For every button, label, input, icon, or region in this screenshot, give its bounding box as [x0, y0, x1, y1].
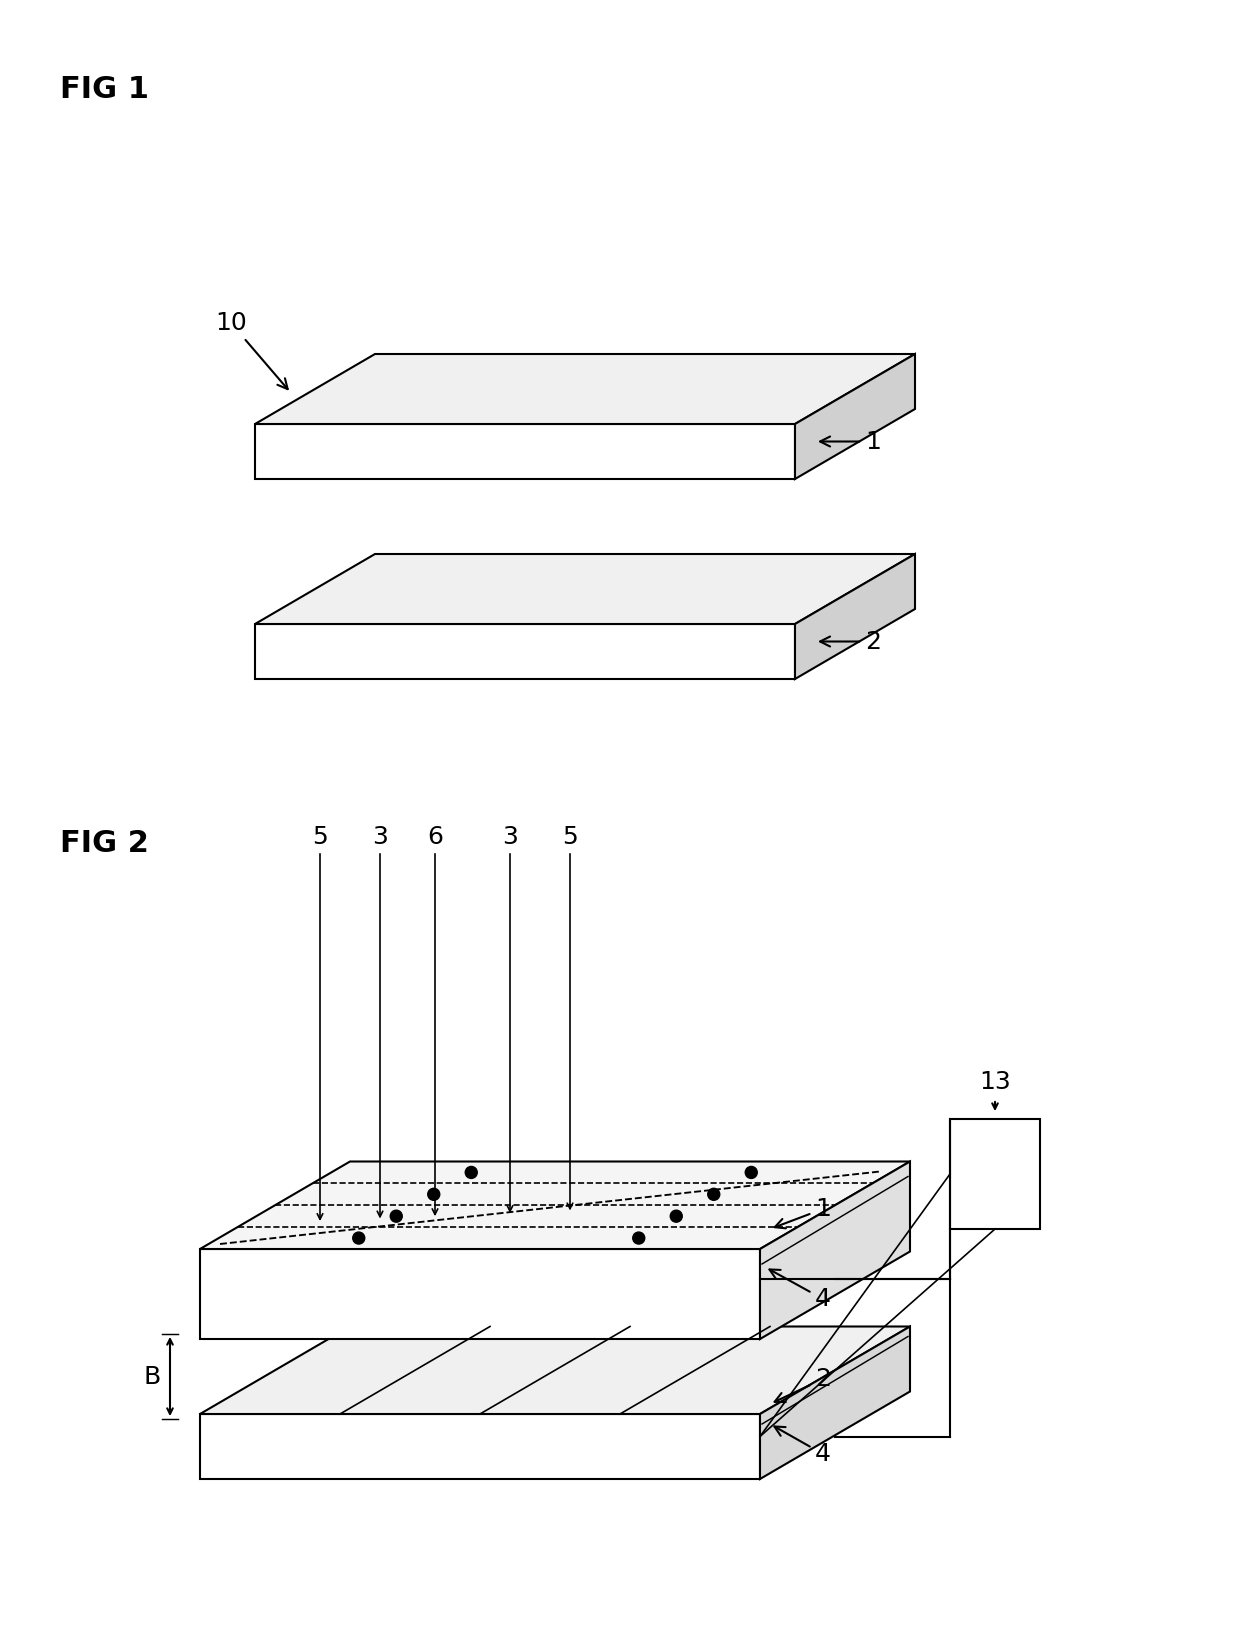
Text: 3: 3: [502, 824, 518, 849]
Text: 4: 4: [775, 1427, 831, 1466]
Polygon shape: [255, 554, 915, 624]
Text: 10: 10: [215, 311, 288, 389]
Text: 13: 13: [980, 1070, 1011, 1095]
Circle shape: [632, 1232, 645, 1245]
Bar: [950, 1119, 1040, 1228]
Circle shape: [428, 1188, 440, 1201]
Circle shape: [708, 1188, 719, 1201]
Text: 2: 2: [820, 629, 880, 653]
Polygon shape: [760, 1161, 910, 1339]
Polygon shape: [795, 554, 915, 679]
Text: FIG 1: FIG 1: [60, 75, 149, 104]
Text: 2: 2: [775, 1367, 831, 1403]
Polygon shape: [795, 353, 915, 479]
Circle shape: [745, 1166, 758, 1178]
Circle shape: [352, 1232, 365, 1245]
Circle shape: [671, 1210, 682, 1222]
Polygon shape: [200, 1161, 910, 1249]
Text: 3: 3: [372, 824, 388, 849]
Text: B: B: [144, 1365, 161, 1388]
Text: 5: 5: [562, 824, 578, 849]
Circle shape: [391, 1210, 402, 1222]
Polygon shape: [200, 1414, 760, 1479]
Polygon shape: [255, 624, 795, 679]
Polygon shape: [200, 1249, 760, 1339]
Text: 6: 6: [427, 824, 443, 849]
Circle shape: [465, 1166, 477, 1178]
Polygon shape: [255, 424, 795, 479]
Polygon shape: [255, 353, 915, 424]
Polygon shape: [200, 1326, 910, 1414]
Text: 5: 5: [312, 824, 327, 849]
Text: 1: 1: [820, 430, 880, 453]
Text: 1: 1: [775, 1197, 831, 1228]
Polygon shape: [760, 1326, 910, 1479]
Text: 4: 4: [770, 1269, 831, 1311]
Text: FIG 2: FIG 2: [60, 829, 149, 858]
